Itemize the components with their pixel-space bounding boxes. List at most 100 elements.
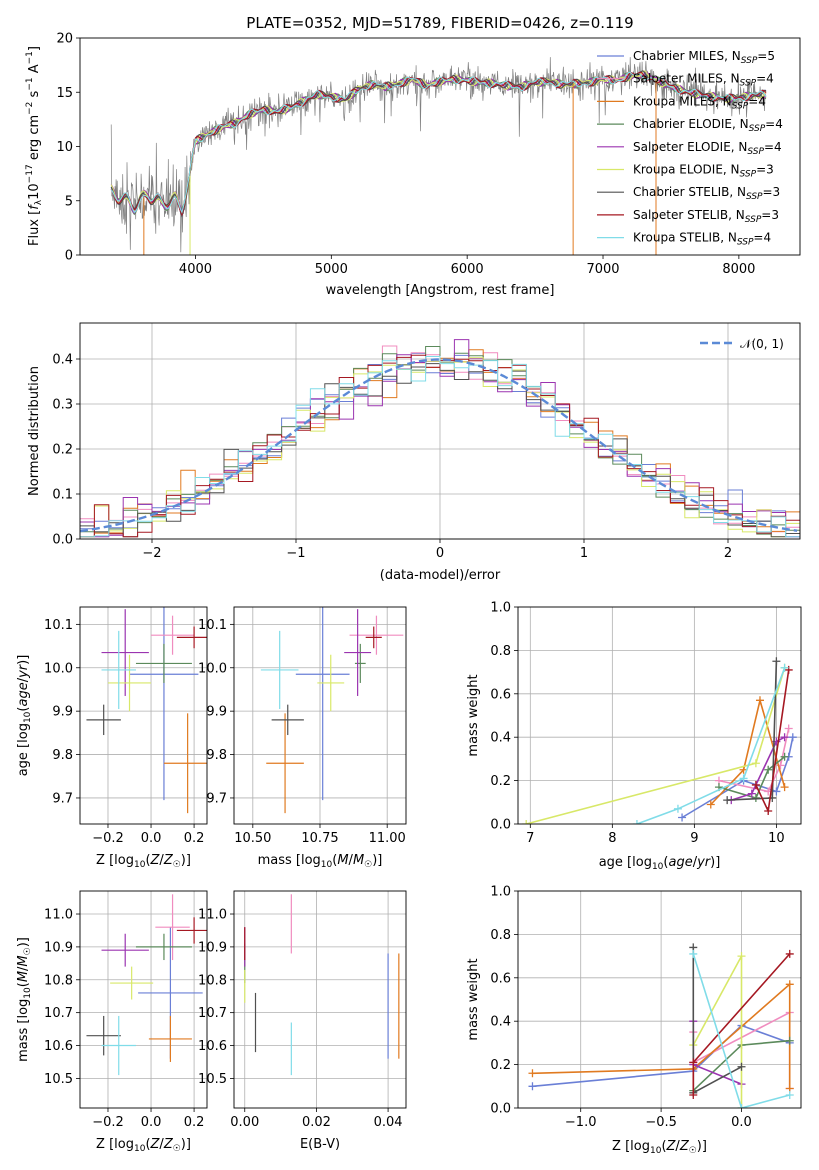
errorbars xyxy=(260,607,404,814)
weight-marker xyxy=(751,759,760,768)
y-tick-label: 1.0 xyxy=(490,885,511,900)
y-tick-label: 10.9 xyxy=(44,940,73,955)
weight-marker xyxy=(737,952,746,961)
x-tick-label: 0.0 xyxy=(731,1115,752,1130)
weight-marker xyxy=(755,696,764,705)
axes-frame xyxy=(79,890,208,1109)
errorbar-point xyxy=(135,933,192,961)
y-tick-label: 0.2 xyxy=(52,443,73,458)
weight-marker xyxy=(764,806,773,815)
legend-entry: Salpeter ELODIE, NSSP=4 xyxy=(633,140,782,157)
weight-marker xyxy=(785,980,794,989)
x-tick-label: 0.02 xyxy=(302,1115,331,1130)
y-tick-label: 10.0 xyxy=(198,661,227,676)
y-tick-label: 0.4 xyxy=(490,731,511,746)
weight-line xyxy=(525,667,786,824)
errorbar-point xyxy=(155,894,190,961)
x-tick-label: 11.00 xyxy=(369,831,406,846)
weight-marker xyxy=(689,1090,698,1099)
weight-series xyxy=(528,943,794,1108)
y-tick-label: 10 xyxy=(56,140,73,155)
errorbar-point xyxy=(101,933,149,967)
y-tick-label: 15 xyxy=(56,86,73,101)
y-tick-label: 9.8 xyxy=(52,748,73,763)
x-tick-label: 7000 xyxy=(586,262,619,277)
y-tick-label: 10.1 xyxy=(44,618,73,633)
x-tick-label: 10.50 xyxy=(234,831,271,846)
weight-line xyxy=(710,697,786,806)
y-tick-label: 0.6 xyxy=(490,971,511,986)
x-tick-label: 10.75 xyxy=(301,831,338,846)
errorbar-point xyxy=(163,713,207,814)
y-tick-label: 10.7 xyxy=(44,1006,73,1021)
x-tick-label: 10 xyxy=(768,831,785,846)
y-tick-label: 10.6 xyxy=(198,1039,227,1054)
panel-residuals: −2 −1 0 1 2 0.0 0.1 0.2 0.3 0.4 (data-model)/error… xyxy=(27,322,801,583)
errorbar-point xyxy=(365,626,382,649)
y-tick-label: 0 xyxy=(65,249,73,264)
weight-line xyxy=(718,728,790,793)
weight-marker xyxy=(764,765,773,774)
x-tick-label: 7 xyxy=(526,831,534,846)
y-tick-label: 0.1 xyxy=(52,488,73,503)
weight-marker xyxy=(632,820,641,824)
errorbars xyxy=(86,607,207,814)
legend-entry: Chabrier ELODIE, NSSP=4 xyxy=(633,117,783,134)
errorbars xyxy=(86,894,207,1076)
legend-entry: Kroupa MILES, NSSP=4 xyxy=(633,94,766,111)
errorbars xyxy=(244,894,400,1076)
x-axis-label: (data-model)/error xyxy=(380,568,501,583)
weight-series xyxy=(522,657,797,824)
errorbar-point xyxy=(110,966,154,1000)
legend-entry: 𝒩(0, 1) xyxy=(740,337,784,351)
weight-line xyxy=(731,736,785,801)
y-tick-label: 10.8 xyxy=(44,973,73,988)
y-tick-label: 5 xyxy=(65,194,73,209)
x-axis-label: Z [log10(Z/Z☉)] xyxy=(612,1139,707,1156)
errorbar-point xyxy=(295,607,350,801)
weight-marker xyxy=(747,789,756,798)
weight-line xyxy=(692,953,790,1108)
y-tick-label: 0.8 xyxy=(490,644,511,659)
y-tick-label: 11.0 xyxy=(198,908,227,923)
weight-line xyxy=(636,667,786,824)
x-axis-label: Z [log10(Z/Z☉)] xyxy=(96,853,191,870)
weight-marker xyxy=(780,783,789,792)
y-tick-label: 0.0 xyxy=(52,533,73,548)
weight-marker xyxy=(739,774,748,783)
y-tick-label: 0.2 xyxy=(490,774,511,789)
panel-mass_vs_Z: −0.2 0.0 0.2 10.5 10.6 10.7 10.8 10.9 11.0 Z [log… xyxy=(16,890,208,1154)
panel-mass_vs_ebv: 0.00 0.02 0.04 10.5 10.6 10.7 10.8 10.9 11.0 E(B-… xyxy=(198,890,407,1152)
x-tick-label: −2 xyxy=(142,546,161,561)
y-tick-label: 0.0 xyxy=(490,1102,511,1117)
errorbar-point xyxy=(317,654,345,712)
x-tick-label: 6000 xyxy=(451,262,484,277)
x-axis-label: Z [log10(Z/Z☉)] xyxy=(96,1137,191,1154)
x-tick-label: 9 xyxy=(690,831,698,846)
y-tick-label: 9.9 xyxy=(206,705,227,720)
y-axis-label: mass weight xyxy=(466,958,481,1040)
axes-frame xyxy=(79,37,801,256)
legend-entry: Salpeter MILES, NSSP=4 xyxy=(633,72,774,89)
errorbar-point xyxy=(107,654,152,712)
y-tick-label: 0.8 xyxy=(490,928,511,943)
weight-marker xyxy=(737,1104,746,1108)
x-tick-label: −0.5 xyxy=(645,1115,677,1130)
model-spectrum xyxy=(110,71,767,214)
weight-marker xyxy=(689,949,698,958)
weight-marker xyxy=(737,1062,746,1071)
x-tick-label: 8000 xyxy=(722,262,755,277)
panel-spectrum: 4000 5000 6000 7000 8000 0 5 10 15 20 wavelength [… xyxy=(25,32,801,298)
x-tick-label: 0.2 xyxy=(184,1115,205,1130)
y-tick-label: 10.5 xyxy=(44,1072,73,1087)
weight-marker xyxy=(788,733,797,742)
y-axis-label: mass weight xyxy=(466,674,481,756)
y-tick-label: 10.9 xyxy=(198,940,227,955)
legend: Chabrier MILES, NSSP=5 Salpeter MILES, NS… xyxy=(597,49,783,248)
axes-frame xyxy=(233,890,407,1109)
axes-frame xyxy=(233,606,407,825)
histogram-series xyxy=(80,356,800,538)
y-axis-label: Normed distribution xyxy=(27,366,42,496)
x-axis-label: wavelength [Angstrom, rest frame] xyxy=(326,283,555,298)
